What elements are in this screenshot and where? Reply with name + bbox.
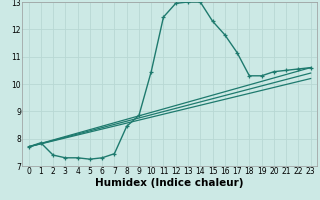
X-axis label: Humidex (Indice chaleur): Humidex (Indice chaleur) [95,178,244,188]
